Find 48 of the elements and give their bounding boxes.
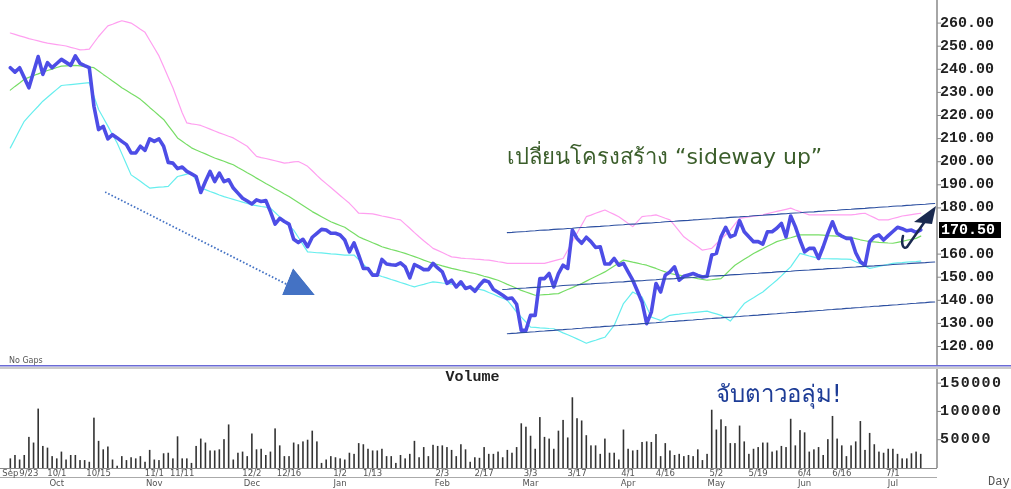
line-series	[502, 261, 936, 291]
y-tick-label: 50000	[940, 431, 993, 449]
y-tick-label: 100000	[940, 402, 1003, 420]
x-tick-label: 12/16	[276, 468, 302, 478]
x-tick-label: 4/16	[655, 468, 675, 478]
annotation: จับตาวอลุ่ม!	[716, 380, 842, 409]
annotation: เปลี่ยนโครงสร้าง “sideway up”	[507, 141, 823, 169]
x-tick-label: 3/17	[567, 468, 587, 478]
y-tick-label: 160.00	[940, 245, 995, 263]
text: 170.50	[941, 221, 996, 239]
x-axis-title: Day	[988, 475, 1010, 489]
x-tick-label: 7/1 Jul	[886, 468, 900, 488]
x-tick-label: 2/17	[474, 468, 494, 478]
y-tick-label: 250.00	[940, 37, 995, 55]
annotation: No Gaps	[9, 356, 43, 365]
y-tick-label: 230.00	[940, 83, 995, 101]
y-tick-label: 210.00	[940, 130, 995, 148]
x-tick-label: 6/16	[832, 468, 852, 478]
x-tick-label: 1/2 Jan	[332, 468, 347, 488]
y-tick-label: 220.00	[940, 107, 995, 125]
x-tick-label: 3/3 Mar	[522, 468, 540, 488]
x-tick-label: 11/1 Nov	[144, 468, 164, 488]
x-tick-label: 10/15	[86, 468, 111, 478]
y-tick-label: 150.00	[940, 268, 995, 286]
y-tick-label: 130.00	[940, 314, 995, 332]
x-tick-label: 2/3 Feb	[434, 468, 450, 488]
y-tick-label: 120.00	[940, 338, 995, 356]
y-tick-label: 150000	[940, 374, 1003, 392]
x-tick-label: 11/11	[169, 468, 195, 478]
x-tick-label: 5/2 May	[707, 468, 726, 488]
x-tick-label: 4/1 Apr	[620, 468, 636, 488]
y-tick-label: 200.00	[940, 153, 995, 171]
chart-title: Volume	[445, 369, 500, 386]
y-tick-label: 190.00	[940, 176, 995, 194]
y-tick-label: 140.00	[940, 291, 995, 309]
x-tick-label: 12/2 Dec	[242, 468, 262, 488]
line-series	[506, 301, 936, 335]
x-tick-label: 5/19	[748, 468, 768, 478]
x-tick-label: 1/13	[363, 468, 383, 478]
line-series	[9, 64, 922, 296]
x-tick-label: Sep	[2, 468, 19, 478]
x-tick-label: 9/23	[19, 468, 39, 478]
y-tick-label: 180.00	[940, 199, 995, 217]
y-tick-label: 260.00	[940, 14, 995, 32]
x-tick-label: 6/4 Jun	[796, 468, 812, 488]
line-series	[506, 202, 936, 234]
y-tick-label: 240.00	[940, 60, 995, 78]
x-tick-label: 10/1 Oct	[47, 468, 67, 488]
